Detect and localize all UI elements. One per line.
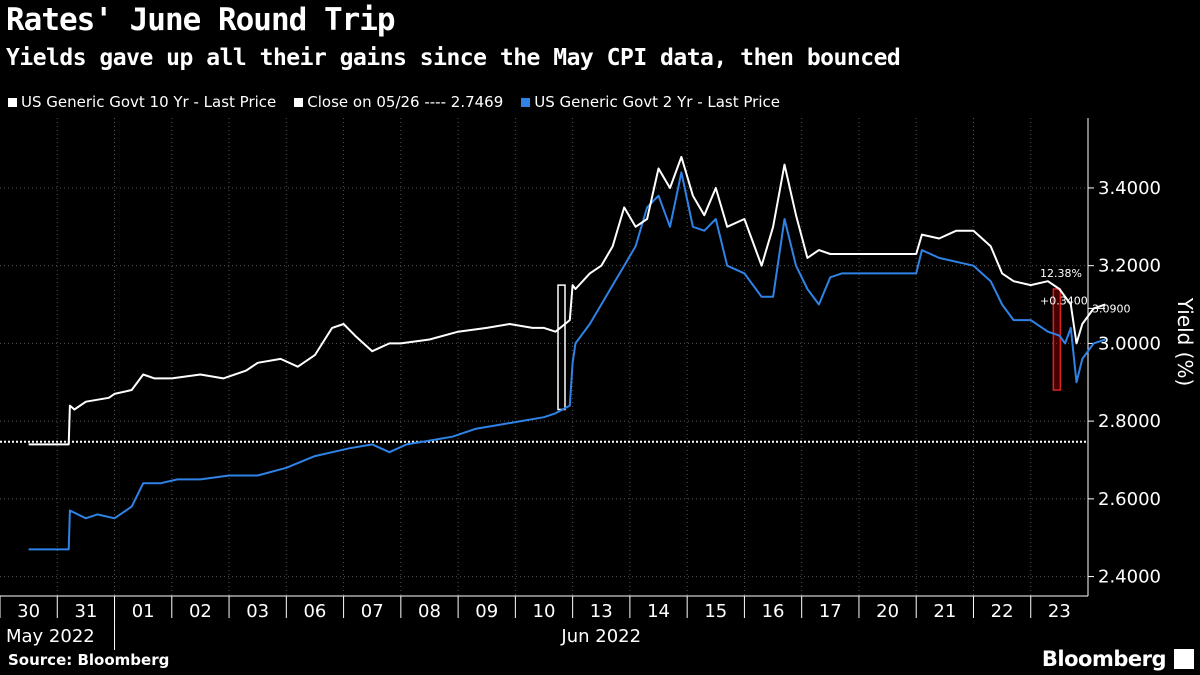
annotation-last-value: 3.0900 (1092, 302, 1131, 315)
legend-item-close[interactable]: Close on 05/26 ---- 2.7469 (294, 93, 503, 111)
x-tick-label: 21 (933, 601, 956, 622)
x-tick-label: 15 (704, 601, 727, 622)
x-tick-label: 09 (475, 601, 498, 622)
x-tick-label: 03 (246, 601, 269, 622)
source-note: Source: Bloomberg (8, 651, 170, 669)
x-group-label: Jun 2022 (560, 626, 641, 647)
x-tick-label: 14 (647, 601, 670, 622)
legend-swatch-close (294, 97, 304, 107)
x-tick-label: 06 (303, 601, 326, 622)
legend-item-10yr[interactable]: US Generic Govt 10 Yr - Last Price (8, 93, 276, 111)
x-tick-label: 31 (74, 601, 97, 622)
x-tick-label: 01 (132, 601, 155, 622)
series-line-2yr (28, 171, 1106, 551)
x-tick-label: 10 (533, 601, 556, 622)
legend-swatch-2yr (521, 97, 531, 107)
y-tick-label: 2.8000 (1098, 411, 1161, 432)
cpi-highlight-box (557, 284, 566, 411)
x-tick-label: 02 (189, 601, 212, 622)
bloomberg-icon (1174, 649, 1194, 669)
series-line-10yr (28, 155, 1106, 446)
legend-item-2yr[interactable]: US Generic Govt 2 Yr - Last Price (521, 93, 780, 111)
y-tick-label: 2.6000 (1098, 489, 1161, 510)
y-axis-title: Yield (%) (1173, 297, 1197, 387)
x-tick-label: 17 (819, 601, 842, 622)
legend-label-close: Close on 05/26 ---- 2.7469 (307, 93, 504, 111)
legend-label-2yr: US Generic Govt 2 Yr - Last Price (534, 93, 780, 111)
chart-subtitle: Yields gave up all their gains since the… (6, 45, 901, 71)
x-tick-label: 23 (1048, 601, 1071, 622)
legend-swatch-10yr (8, 97, 17, 107)
x-group-label: May 2022 (6, 626, 95, 647)
y-tick-label: 3.2000 (1098, 256, 1161, 277)
y-tick-label: 3.4000 (1098, 178, 1161, 199)
x-tick-label: 16 (762, 601, 785, 622)
y-tick-label: 3.0000 (1098, 333, 1161, 354)
annotation-abs-change: +0.3400 (1040, 294, 1088, 307)
x-tick-label: 08 (418, 601, 441, 622)
drop-highlight-box (1052, 288, 1062, 391)
x-tick-label: 13 (590, 601, 613, 622)
bloomberg-logo: Bloomberg (1041, 647, 1167, 671)
legend: US Generic Govt 10 Yr - Last Price Close… (8, 92, 798, 112)
annotation-pct-change: 12.38% (1040, 267, 1082, 280)
x-tick-label: 22 (991, 601, 1014, 622)
legend-label-10yr: US Generic Govt 10 Yr - Last Price (21, 93, 277, 111)
x-tick-label: 07 (361, 601, 384, 622)
x-tick-label: 20 (876, 601, 899, 622)
y-tick-label: 2.4000 (1098, 567, 1161, 588)
chart-title: Rates' June Round Trip (6, 2, 396, 38)
x-tick-label: 30 (17, 601, 40, 622)
